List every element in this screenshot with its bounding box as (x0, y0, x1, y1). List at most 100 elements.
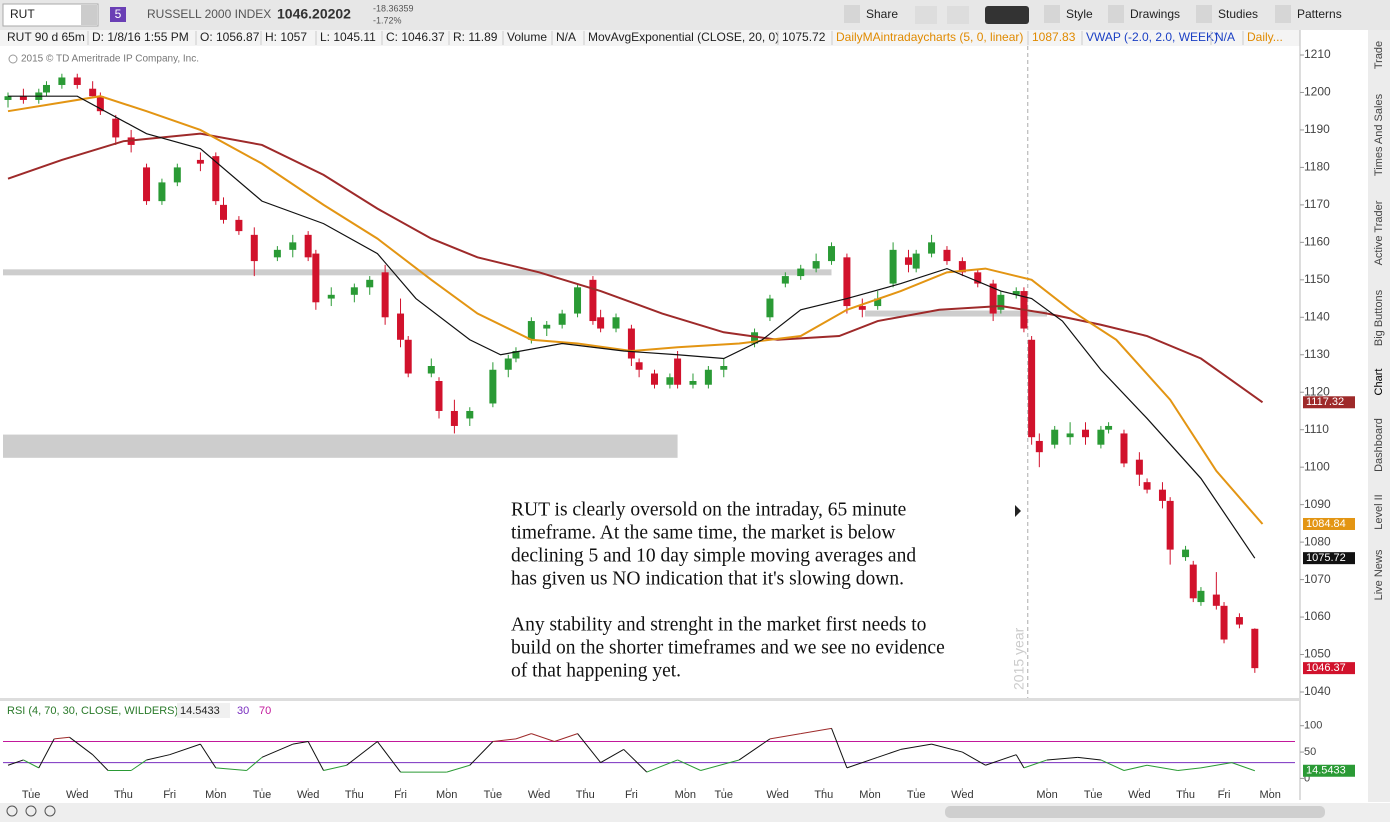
copyright-icon (8, 54, 18, 64)
sidebar-tab[interactable]: Big Buttons (1373, 289, 1385, 346)
rsi-segment (646, 759, 678, 773)
link-group[interactable] (110, 7, 126, 22)
rsi-segment (800, 727, 832, 735)
settings-button[interactable] (947, 6, 969, 24)
symbol-box[interactable] (2, 3, 99, 27)
info-item: C: 1046.37 (386, 30, 445, 44)
rsi-segment (531, 733, 555, 742)
candle-body (404, 339, 412, 374)
candle-body (1135, 459, 1143, 475)
candle-body (797, 268, 805, 277)
candle-body (828, 246, 836, 262)
x-tick-label: Tue (907, 789, 926, 801)
x-tick-label: Tue (22, 789, 41, 801)
rsi-segment (831, 728, 848, 769)
zoom-fit[interactable] (6, 805, 18, 817)
x-tick-label: Mon (205, 789, 226, 801)
rsi-segment (700, 759, 740, 771)
rsi-legend-box (177, 703, 230, 718)
scrollbar-thumb[interactable] (945, 806, 1325, 818)
sidebar-tab[interactable]: Trade (1373, 41, 1385, 69)
sidebar-tab[interactable]: Live News (1373, 549, 1385, 600)
x-tick-label: Tue (1084, 789, 1103, 801)
rsi-segment (38, 738, 55, 769)
zoom-in[interactable] (25, 805, 37, 817)
candle-body (1082, 429, 1089, 438)
support-zone (3, 434, 678, 458)
lab-button[interactable] (915, 6, 937, 24)
candle-body (435, 380, 443, 411)
rsi-segment (877, 748, 901, 758)
sidebar-tab[interactable]: Level II (1373, 494, 1385, 529)
candle-body (143, 167, 151, 202)
x-tick-label: Thu (345, 789, 364, 801)
x-tick-label: Mon (859, 789, 880, 801)
rsi-segment (346, 741, 378, 766)
candle-body (89, 88, 97, 97)
candle-body (751, 332, 759, 344)
symbol-dropdown[interactable] (81, 5, 97, 25)
rsi-level-label: 30 (237, 705, 249, 717)
support-zone (865, 310, 1048, 317)
candle-body (674, 358, 682, 385)
info-item: Daily... (1247, 30, 1283, 44)
sidebar-tab[interactable]: Active Trader (1373, 200, 1385, 265)
x-tick-label: Wed (528, 789, 550, 801)
candle-body (1189, 564, 1197, 599)
candle-body (928, 242, 936, 254)
sidebar (1368, 30, 1390, 802)
candle-body (912, 253, 920, 269)
toolbar-button[interactable] (1196, 5, 1212, 23)
rsi-segment (1015, 754, 1025, 769)
rsi-segment (900, 743, 932, 750)
candle-body (1235, 617, 1243, 625)
candle-body (997, 294, 1005, 310)
sidebar-tab[interactable]: Times And Sales (1373, 93, 1385, 176)
candle-body (874, 298, 882, 307)
zoom-out[interactable] (44, 805, 56, 817)
sidebar-tab[interactable]: Chart (1373, 369, 1385, 396)
year-label: 2015 year (1010, 627, 1026, 690)
candle-body (1212, 594, 1220, 606)
rsi-segment (1231, 762, 1255, 772)
x-tick-label: Wed (66, 789, 88, 801)
y-tick-label: 1190 (1304, 122, 1330, 136)
sidebar-tab[interactable]: Dashboard (1373, 418, 1385, 472)
last-price: 1046.20202 (277, 6, 351, 22)
toolbar-button[interactable] (844, 5, 860, 23)
y-tick-label: 1110 (1304, 422, 1329, 436)
moving-average (7, 132, 1264, 404)
annotation-line: of that happening yet. (511, 660, 681, 681)
rsi-segment (1177, 767, 1202, 771)
rsi-segment (446, 764, 470, 773)
x-tick-label: Thu (814, 789, 833, 801)
candle-body (250, 234, 258, 262)
rsi-segment (215, 767, 247, 772)
time-button[interactable] (985, 6, 1029, 24)
description: RUSSELL 2000 INDEX (147, 7, 271, 21)
rsi-label-bg (1303, 764, 1355, 777)
toolbar-button[interactable] (1275, 5, 1291, 23)
rsi-segment (769, 733, 801, 740)
candle-body (889, 249, 897, 284)
toolbar-button[interactable] (1108, 5, 1124, 23)
candle-body (235, 219, 243, 232)
y-tick-label: 1040 (1304, 684, 1331, 698)
candle-body (304, 234, 312, 258)
rsi-segment (261, 743, 293, 758)
candle-body (312, 253, 320, 303)
toolbar-button[interactable] (1044, 5, 1060, 23)
rsi-segment (846, 756, 878, 769)
moving-average (7, 95, 1264, 525)
rsi-segment (7, 759, 24, 766)
x-tick-label: Fri (625, 789, 638, 801)
info-item: MovAvgExponential (CLOSE, 20, 0) (588, 30, 779, 44)
candle-body (943, 249, 951, 262)
candle-body (1012, 291, 1020, 295)
annotation-line: timeframe. At the same time, the market … (511, 522, 895, 543)
info-bar (0, 30, 1300, 46)
x-tick-label: Wed (766, 789, 788, 801)
candle-body (1066, 433, 1074, 438)
y-tick-label: 1130 (1304, 347, 1330, 361)
x-tick-label: Thu (114, 789, 133, 801)
